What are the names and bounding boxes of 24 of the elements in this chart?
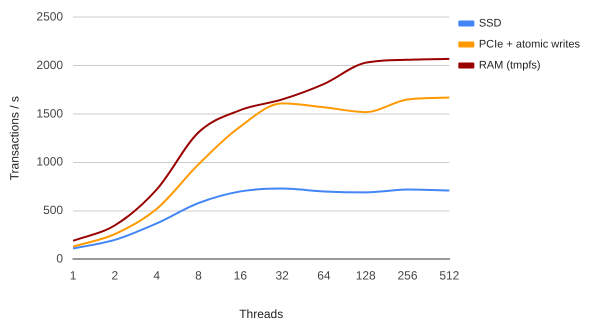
y-tick-label: 2500 bbox=[36, 10, 64, 24]
y-tick-label: 500 bbox=[43, 203, 64, 218]
x-tick-label: 64 bbox=[317, 268, 331, 283]
y-tick-label: 1000 bbox=[36, 154, 64, 169]
line-series bbox=[72, 96, 450, 248]
x-tick-label: 32 bbox=[275, 268, 290, 283]
line-series bbox=[72, 58, 450, 242]
x-tick-label: 8 bbox=[195, 268, 202, 283]
legend-label: RAM (tmpfs) bbox=[478, 60, 541, 72]
x-tick-label: 4 bbox=[153, 268, 160, 283]
line-series bbox=[72, 188, 450, 250]
x-axis-title: Threads bbox=[239, 307, 284, 322]
x-tick-label: 512 bbox=[439, 268, 460, 283]
y-tick-label: 2000 bbox=[36, 58, 64, 72]
legend-label: PCIe + atomic writes bbox=[478, 38, 580, 51]
legend-label: SSD bbox=[478, 18, 502, 30]
x-tick-label: 1 bbox=[70, 268, 77, 283]
x-tick-label: 16 bbox=[234, 268, 248, 283]
y-tick-label: 0 bbox=[56, 252, 64, 266]
x-tick-label: 256 bbox=[398, 268, 418, 283]
y-tick-label: 1500 bbox=[36, 106, 64, 120]
y-axis-title: Transactions / s bbox=[8, 96, 22, 180]
x-tick-label: 128 bbox=[356, 268, 376, 283]
x-tick-label: 2 bbox=[112, 268, 119, 283]
